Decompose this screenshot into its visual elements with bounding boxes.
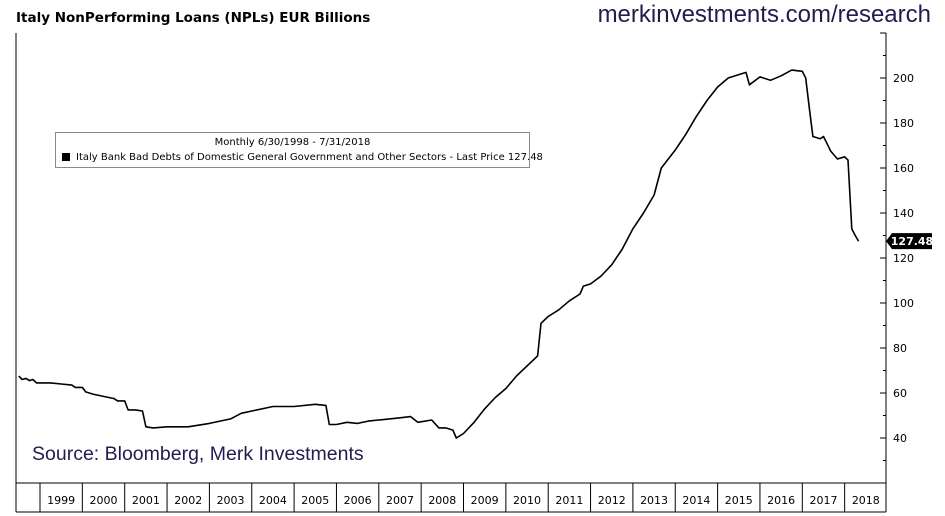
y-tick-label: 140 (893, 207, 914, 220)
legend-box: Monthly 6/30/1998 - 7/31/2018 Italy Bank… (55, 132, 543, 168)
x-tick-label: 1999 (47, 494, 75, 507)
x-tick-label: 2009 (471, 494, 499, 507)
y-tick-label: 200 (893, 72, 914, 85)
last-price-value: 127.48 (891, 235, 933, 248)
legend-swatch (62, 153, 70, 161)
legend-entry: Italy Bank Bad Debts of Domestic General… (62, 152, 543, 163)
y-axis: 40 60 80 100 120 140 160 180 200 (880, 32, 914, 461)
y-tick-label: 160 (893, 162, 914, 175)
y-tick-label: 80 (893, 342, 907, 355)
x-axis: 1999 2000 2001 2002 2003 2004 2005 2006 2007 2008… (39, 483, 880, 512)
x-tick-label: 2006 (344, 494, 372, 507)
source-note: Source: Bloomberg, Merk Investments (32, 443, 364, 465)
last-price-marker (886, 233, 932, 250)
x-tick-label: 2001 (132, 494, 160, 507)
plot-frame (15, 33, 887, 513)
x-tick-label: 2004 (259, 494, 287, 507)
x-tick-label: 2005 (301, 494, 329, 507)
series-line (18, 69, 860, 439)
x-tick-label: 2016 (767, 494, 795, 507)
x-tick-label: 2012 (598, 494, 626, 507)
chart-title: Italy NonPerforming Loans (NPLs) EUR Bil… (16, 10, 371, 26)
y-tick-label: 100 (893, 297, 914, 310)
x-tick-label: 2013 (640, 494, 668, 507)
x-tick-label: 2011 (555, 494, 583, 507)
x-tick-label: 2007 (386, 494, 414, 507)
x-tick-label: 2000 (90, 494, 118, 507)
x-tick-label: 2008 (428, 494, 456, 507)
x-tick-label: 2003 (217, 494, 245, 507)
last-price-tag: 127.48 (886, 233, 933, 250)
brand-url[interactable]: merkinvestments.com/research (597, 1, 931, 28)
x-tick-label: 2015 (725, 494, 753, 507)
y-tick-label: 120 (893, 252, 914, 265)
x-tick-label: 2018 (852, 494, 880, 507)
legend-date-range: Monthly 6/30/1998 - 7/31/2018 (214, 137, 371, 148)
x-tick-label: 2010 (513, 494, 541, 507)
y-tick-label: 60 (893, 387, 907, 400)
y-tick-label: 40 (893, 432, 907, 445)
x-tick-label: 2002 (174, 494, 202, 507)
y-tick-label: 180 (893, 117, 914, 130)
legend-series-name: Italy Bank Bad Debts of Domestic General… (76, 152, 505, 163)
x-tick-label: 2014 (682, 494, 710, 507)
legend-last-price: 127.48 (507, 152, 543, 163)
x-tick-label: 2017 (809, 494, 837, 507)
